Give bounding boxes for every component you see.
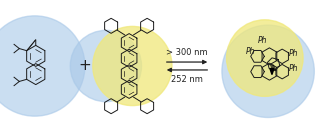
Text: Ph: Ph — [289, 64, 298, 73]
Text: Ph: Ph — [289, 49, 298, 58]
Circle shape — [226, 20, 303, 96]
Text: Ph: Ph — [258, 36, 267, 45]
Circle shape — [222, 25, 314, 117]
Text: Ph: Ph — [246, 47, 256, 56]
Circle shape — [0, 16, 85, 116]
Text: 252 nm: 252 nm — [171, 75, 203, 84]
Polygon shape — [270, 69, 274, 75]
Text: > 300 nm: > 300 nm — [166, 48, 208, 57]
Circle shape — [93, 26, 172, 106]
Text: +: + — [78, 58, 91, 74]
Circle shape — [70, 30, 142, 102]
